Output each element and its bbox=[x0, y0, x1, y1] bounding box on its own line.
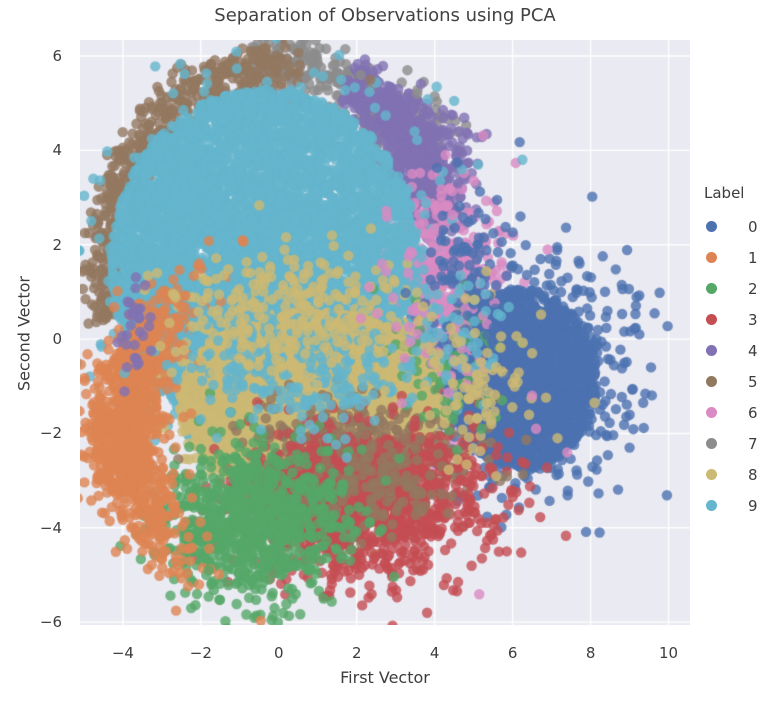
y-axis-label: Second Vector bbox=[14, 276, 34, 391]
x-axis-label: First Vector bbox=[340, 668, 430, 687]
legend-entry-8: 8 bbox=[698, 459, 774, 490]
x-tick-label: −2 bbox=[189, 644, 212, 662]
legend-entry-0: 0 bbox=[698, 211, 774, 242]
legend-entries: 0 1 2 3 4 5 6 7 8 9 bbox=[698, 211, 774, 521]
legend-entry-label: 8 bbox=[748, 465, 758, 484]
legend-entry-label: 1 bbox=[748, 248, 758, 267]
legend-swatch-icon bbox=[706, 438, 717, 449]
scatter-plot-canvas bbox=[80, 40, 690, 625]
legend-swatch-icon bbox=[706, 407, 717, 418]
legend-entry-2: 2 bbox=[698, 273, 774, 304]
legend-swatch-icon bbox=[706, 376, 717, 387]
x-tick-label: 6 bbox=[507, 644, 518, 662]
x-tick-label: 4 bbox=[429, 644, 440, 662]
legend-entry-9: 9 bbox=[698, 490, 774, 521]
legend-entry-7: 7 bbox=[698, 428, 774, 459]
x-tick-label: −4 bbox=[111, 644, 134, 662]
legend-swatch-icon bbox=[706, 221, 717, 232]
x-tick-label: 8 bbox=[585, 644, 596, 662]
y-tick-label: 6 bbox=[52, 47, 62, 66]
legend-entry-label: 4 bbox=[748, 341, 758, 360]
legend-entry-1: 1 bbox=[698, 242, 774, 273]
legend-entry-3: 3 bbox=[698, 304, 774, 335]
legend-swatch-icon bbox=[706, 469, 717, 480]
legend-entry-label: 5 bbox=[748, 372, 758, 391]
y-tick-label: 4 bbox=[52, 141, 62, 160]
y-tick-label: −6 bbox=[39, 613, 62, 632]
legend-entry-label: 3 bbox=[748, 310, 758, 329]
y-tick-label: −4 bbox=[39, 518, 62, 537]
legend-swatch-icon bbox=[706, 314, 717, 325]
legend-swatch-icon bbox=[706, 345, 717, 356]
legend-swatch-icon bbox=[706, 500, 717, 511]
legend-entry-label: 6 bbox=[748, 403, 758, 422]
x-tick-label: 2 bbox=[351, 644, 362, 662]
legend-entry-4: 4 bbox=[698, 335, 774, 366]
legend-entry-label: 2 bbox=[748, 279, 758, 298]
legend-title: Label bbox=[704, 184, 745, 202]
y-tick-label: −2 bbox=[39, 424, 62, 443]
y-tick-label: 2 bbox=[52, 235, 62, 254]
legend-entry-label: 7 bbox=[748, 434, 758, 453]
legend: Label 0 1 2 3 4 5 6 7 8 9 bbox=[698, 184, 774, 521]
legend-swatch-icon bbox=[706, 283, 717, 294]
chart-title: Separation of Observations using PCA bbox=[214, 5, 556, 26]
legend-entry-6: 6 bbox=[698, 397, 774, 428]
legend-swatch-icon bbox=[706, 252, 717, 263]
y-tick-label: 0 bbox=[52, 330, 62, 349]
x-tick-label: 0 bbox=[274, 644, 284, 662]
x-tick-label: 10 bbox=[659, 644, 679, 662]
legend-entry-label: 0 bbox=[748, 217, 758, 236]
legend-entry-5: 5 bbox=[698, 366, 774, 397]
legend-entry-label: 9 bbox=[748, 496, 758, 515]
